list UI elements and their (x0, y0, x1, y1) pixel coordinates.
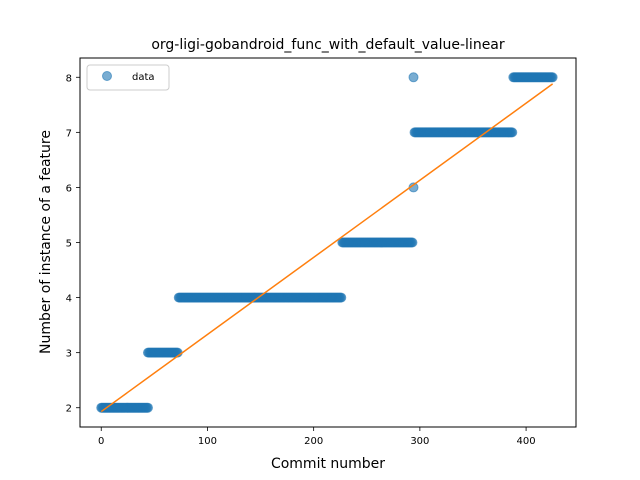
y-tick-label: 8 (66, 73, 72, 84)
data-point (507, 127, 518, 138)
y-tick-label: 2 (66, 404, 72, 415)
data-point (336, 292, 347, 303)
plot-area (96, 72, 558, 413)
y-tick-label: 3 (66, 349, 72, 360)
fit-line (100, 83, 554, 413)
x-tick-label: 400 (517, 436, 536, 447)
data-point (547, 72, 558, 83)
x-axis: 0 100 200 300 400 (98, 427, 536, 447)
data-point (142, 402, 153, 413)
legend-box (86, 64, 170, 91)
x-tick-label: 200 (304, 436, 323, 447)
legend-marker-data (102, 71, 112, 81)
data-point (408, 72, 419, 83)
data-point (407, 237, 418, 248)
y-tick-label: 7 (66, 128, 72, 139)
x-tick-label: 300 (410, 436, 429, 447)
x-tick-label: 100 (198, 436, 217, 447)
chart-title: org-ligi-gobandroid_func_with_default_va… (151, 37, 505, 53)
legend-label-data: data (132, 72, 155, 83)
x-axis-label: Commit number (271, 456, 385, 472)
x-tick-label: 0 (98, 436, 104, 447)
y-tick-label: 6 (66, 183, 72, 194)
y-tick-label: 5 (66, 239, 72, 250)
legend: data (86, 64, 170, 91)
y-axis-label: Number of instance of a feature (38, 130, 54, 354)
y-tick-label: 4 (66, 294, 72, 305)
y-axis: 2 3 4 5 6 7 8 (66, 73, 80, 415)
